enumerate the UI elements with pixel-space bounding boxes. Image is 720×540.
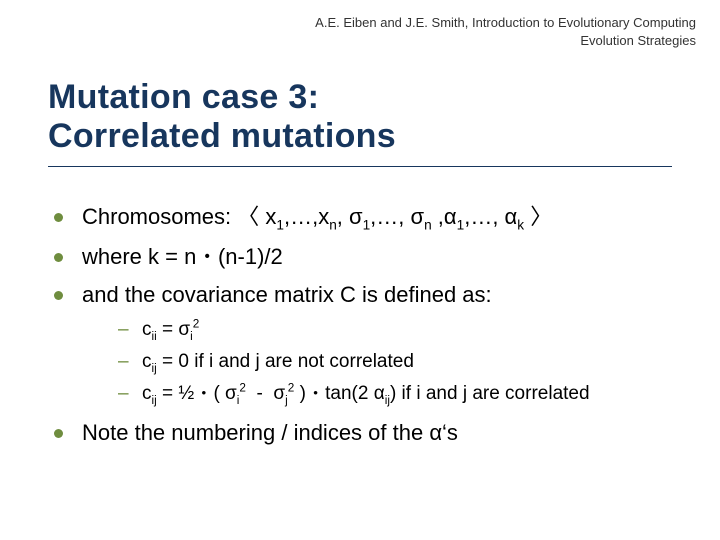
sub-bullet-cii: cii = σi2 [82, 314, 680, 346]
sub-bullet-cij-zero: cij = 0 if i and j are not correlated [82, 346, 680, 378]
bullet-chromosomes: Chromosomes: 〈 x1,…,xn, σ1,…, σn ,α1,…, … [48, 200, 680, 236]
title-block: Mutation case 3: Correlated mutations [48, 78, 672, 167]
main-bullet-list: Chromosomes: 〈 x1,…,xn, σ1,…, σn ,α1,…, … [48, 200, 680, 451]
bullet-note-indices: Note the numbering / indices of the α‘s [48, 416, 680, 450]
attribution-block: A.E. Eiben and J.E. Smith, Introduction … [315, 14, 696, 49]
bullet-k-formula: where k = n • (n-1)/2 [48, 240, 680, 274]
title-line-1: Mutation case 3: [48, 78, 319, 116]
attribution-line-2: Evolution Strategies [315, 32, 696, 50]
bullet-cov-intro: and the covariance matrix C is defined a… [48, 278, 680, 411]
sub-bullet-cij-corr: cij = ½ • ( σi2 - σj2 ) • tan(2 αij) if … [82, 378, 680, 410]
bullet-cov-intro-text: and the covariance matrix C is defined a… [82, 282, 492, 307]
title-line-2: Correlated mutations [48, 117, 396, 155]
title-underline [48, 166, 672, 167]
attribution-line-1: A.E. Eiben and J.E. Smith, Introduction … [315, 14, 696, 32]
sub-bullet-list: cii = σi2 cij = 0 if i and j are not cor… [82, 314, 680, 411]
slide-title: Mutation case 3: Correlated mutations [48, 78, 672, 156]
content-area: Chromosomes: 〈 x1,…,xn, σ1,…, σn ,α1,…, … [48, 200, 680, 455]
